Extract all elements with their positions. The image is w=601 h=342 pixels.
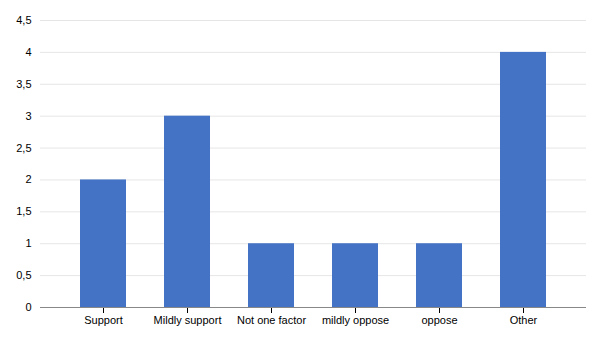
svg-text:3,5: 3,5 [16,78,31,90]
svg-text:3: 3 [25,110,31,122]
svg-text:0: 0 [25,301,31,313]
svg-text:1,5: 1,5 [16,205,31,217]
svg-text:Support: Support [84,314,123,326]
svg-text:1: 1 [25,237,31,249]
svg-text:oppose: oppose [421,314,457,326]
svg-text:Other: Other [510,314,538,326]
svg-text:2,5: 2,5 [16,142,31,154]
svg-text:Mildly support: Mildly support [154,314,222,326]
svg-text:4: 4 [25,46,31,58]
svg-text:Not one factor: Not one factor [237,314,306,326]
svg-text:0,5: 0,5 [16,269,31,281]
svg-text:2: 2 [25,173,31,185]
svg-text:mildly oppose: mildly oppose [322,314,389,326]
svg-text:4,5: 4,5 [16,14,31,26]
